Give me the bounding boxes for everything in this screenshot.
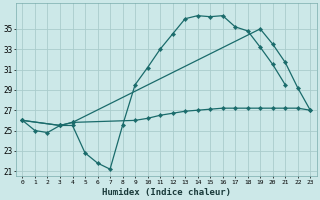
X-axis label: Humidex (Indice chaleur): Humidex (Indice chaleur) [102, 188, 231, 197]
